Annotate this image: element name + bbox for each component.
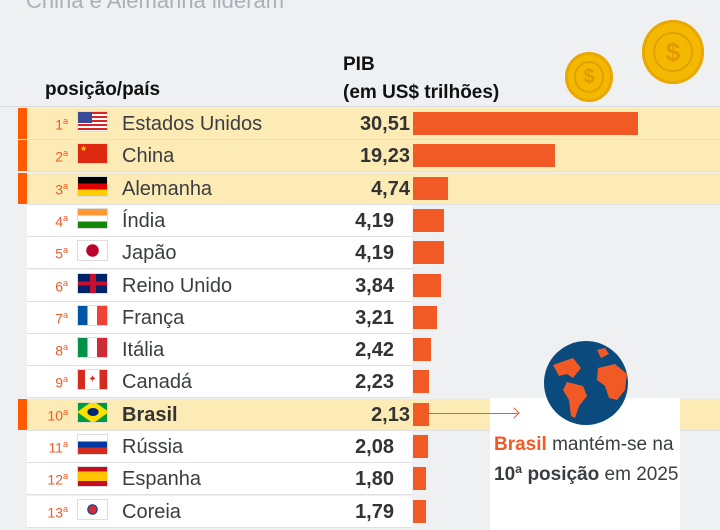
arrow-icon (428, 413, 518, 414)
coin-icon (642, 20, 704, 84)
header-divider (0, 106, 720, 107)
gdp-value-label: 3,84 (355, 274, 394, 297)
gdp-value-label: 2,42 (355, 339, 394, 362)
table-row: 11a Rússia 2,08 (27, 431, 412, 463)
gdp-value-label: 2,08 (355, 436, 394, 458)
gdp-bar (413, 467, 427, 491)
gdp-bar (413, 402, 429, 426)
country-name: Índia (122, 209, 166, 232)
subtitle: China e Alemanha lideram (26, 0, 285, 13)
country-name: Espanha (122, 468, 201, 491)
table-row: 13a Coreia 1,79 (27, 495, 412, 528)
rank-position: 1a (55, 116, 68, 133)
country-name: Estados Unidos (122, 113, 263, 135)
callout-text1: mantém-se na (546, 434, 674, 455)
country-name: Brasil (122, 403, 178, 426)
gdp-bar (413, 112, 638, 135)
rank-position: 3a (55, 180, 68, 198)
table-row: 3a Alemanha 4,74 (18, 172, 720, 205)
country-name: Canadá (122, 371, 193, 394)
gdp-value-label: 1,80 (355, 468, 394, 491)
globe-icon (544, 341, 628, 425)
ru-flag-icon (77, 434, 108, 455)
callout-text2: em 2025 (599, 464, 679, 485)
gdp-value-label: 1,79 (355, 500, 394, 523)
gdp-bar (413, 338, 431, 362)
jp-flag-icon (77, 240, 108, 262)
gdp-value-label: 3,21 (355, 306, 394, 329)
rank-position: 8a (55, 342, 68, 359)
gdp-header-line2: (em US$ trilhões) (343, 82, 500, 103)
coin-icon (565, 52, 613, 102)
table-row: 8a Itália 2,42 (27, 334, 412, 367)
rank-position: 2a (55, 148, 68, 165)
gdp-bar (413, 499, 427, 523)
rank-position: 10a (47, 406, 68, 424)
country-name: Japão (122, 242, 177, 265)
rank-position: 5a (55, 245, 68, 262)
country-name: Rússia (122, 436, 184, 458)
gdp-bar (413, 241, 444, 265)
callout-bold: 10ª posição (494, 464, 600, 485)
column-header-position-country: posição/país (45, 79, 161, 100)
table-row: 7a França 3,21 (27, 301, 412, 334)
table-row: 4a Índia 4,19 (27, 204, 412, 237)
rank-position: 13a (47, 503, 68, 521)
country-name: Coreia (122, 500, 181, 523)
gdp-value-label: 19,23 (359, 145, 410, 168)
rank-position: 9a (55, 374, 68, 392)
gdp-bar (413, 370, 430, 394)
gdp-header-line1: PIB (343, 54, 375, 75)
gdp-value-label: 4,74 (371, 177, 410, 200)
kr-flag-icon (77, 498, 108, 520)
gdp-value-label: 2,23 (355, 371, 394, 394)
gdp-bar (413, 144, 555, 168)
highlight-accent (18, 140, 27, 172)
country-name: China (122, 145, 175, 168)
highlight-accent (18, 172, 27, 204)
rank-position: 6a (55, 277, 68, 295)
table-row: 12a Espanha 1,80 (27, 463, 412, 496)
column-header-gdp: PIB (em US$ trilhões) (343, 51, 499, 107)
highlight-accent (18, 398, 27, 430)
ca-flag-icon: ✦ (77, 369, 108, 391)
gdp-value-label: 2,13 (371, 403, 410, 426)
highlight-accent (18, 108, 27, 139)
gb-flag-icon (77, 272, 108, 294)
gdp-bar (413, 273, 442, 297)
es-flag-icon (77, 466, 108, 488)
table-row: 5a Japão 4,19 (27, 237, 412, 270)
table-row: 9a ✦ Canadá 2,23 (27, 366, 412, 399)
gdp-value-label: 4,19 (355, 242, 394, 265)
gdp-value-label: 4,19 (355, 209, 394, 232)
fr-flag-icon (77, 304, 108, 326)
de-flag-icon (77, 175, 108, 197)
country-name: Alemanha (122, 177, 213, 200)
country-name: França (122, 306, 185, 329)
table-row: 6a Reino Unido 3,84 (27, 269, 412, 302)
us-flag-icon (77, 111, 108, 132)
rank-position: 11a (48, 439, 68, 456)
callout-brand: Brasil (494, 434, 547, 455)
rank-position: 7a (55, 309, 68, 327)
country-name: Itália (122, 339, 165, 362)
gdp-bar (413, 435, 429, 458)
it-flag-icon (77, 337, 108, 359)
rank-position: 12a (47, 471, 68, 488)
table-row: 2a ★ China 19,23 (18, 140, 720, 173)
callout-text: Brasil mantém-se na 10ª posição em 2025 (494, 430, 679, 490)
gdp-bar (413, 208, 444, 232)
br-flag-icon (77, 401, 108, 423)
cn-flag-icon: ★ (77, 143, 108, 165)
rank-position: 4a (55, 212, 68, 230)
gdp-value-label: 30,51 (359, 113, 410, 135)
country-name: Reino Unido (122, 274, 233, 297)
in-flag-icon (77, 207, 108, 229)
gdp-bar (413, 176, 448, 200)
gdp-bar (413, 305, 437, 329)
